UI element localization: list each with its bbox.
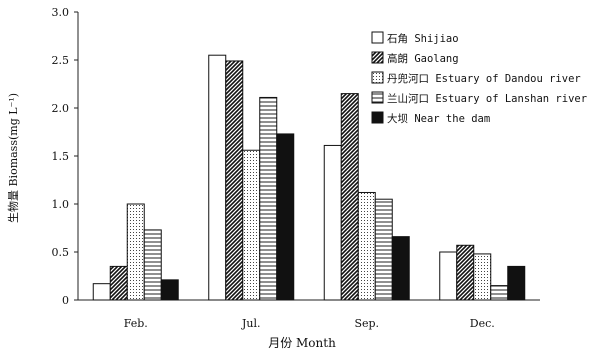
x-axis-label: 月份 Month [268,336,336,350]
legend-swatch [371,71,384,84]
legend-swatch [371,111,384,124]
bar [143,229,162,301]
y-tick-label: 1.5 [52,150,70,163]
y-tick-label: 2.0 [52,102,70,115]
bar [208,54,227,301]
bar [340,93,359,301]
y-tick-labels: 0 0.5 1.0 1.5 2.0 2.5 3.0 [52,6,70,307]
bar [259,96,278,301]
legend-label: 丹兜河口 Estuary of Dandou river [387,72,581,85]
bars [92,54,526,301]
bar [490,285,509,301]
bar [507,265,526,301]
x-tick-label: Sep. [354,317,379,330]
x-tick-label: Dec. [470,317,495,330]
bar [391,236,410,301]
bar [374,198,393,301]
legend-label: 兰山河口 Estuary of Lanshan river [387,92,587,105]
x-tick-label: Feb. [124,317,148,330]
y-axis-label: 生物量 Biomass(mg L⁻¹) [6,93,20,223]
bar [109,265,128,301]
y-tick-label: 0 [62,294,69,307]
bar [276,133,295,301]
bar [242,149,261,301]
bar [92,283,111,301]
legend-label: 石角 Shijiao [387,33,459,45]
legend-label: 高朗 Gaolang [387,52,459,65]
bar [473,253,492,301]
legend-label: 大坝 Near the dam [387,112,490,125]
y-tick-label: 0.5 [52,246,70,259]
y-tick-label: 3.0 [52,6,70,19]
bar [160,279,179,301]
y-tick-label: 2.5 [52,54,70,67]
bar [126,203,145,301]
bar [323,144,342,301]
legend-swatch [371,51,384,64]
bar [225,60,244,301]
bar [456,244,475,301]
bar [357,191,376,301]
legend-swatch [371,31,384,44]
bar [439,251,458,301]
x-tick-label: Jul. [241,317,261,330]
legend-swatch [371,91,384,104]
y-tick-label: 1.0 [52,198,70,211]
legend: 石角 Shijiao 高朗 Gaolang 丹兜河口 Estuary of Dand… [371,31,587,125]
x-tick-labels: Feb. Jul. Sep. Dec. [124,317,495,330]
